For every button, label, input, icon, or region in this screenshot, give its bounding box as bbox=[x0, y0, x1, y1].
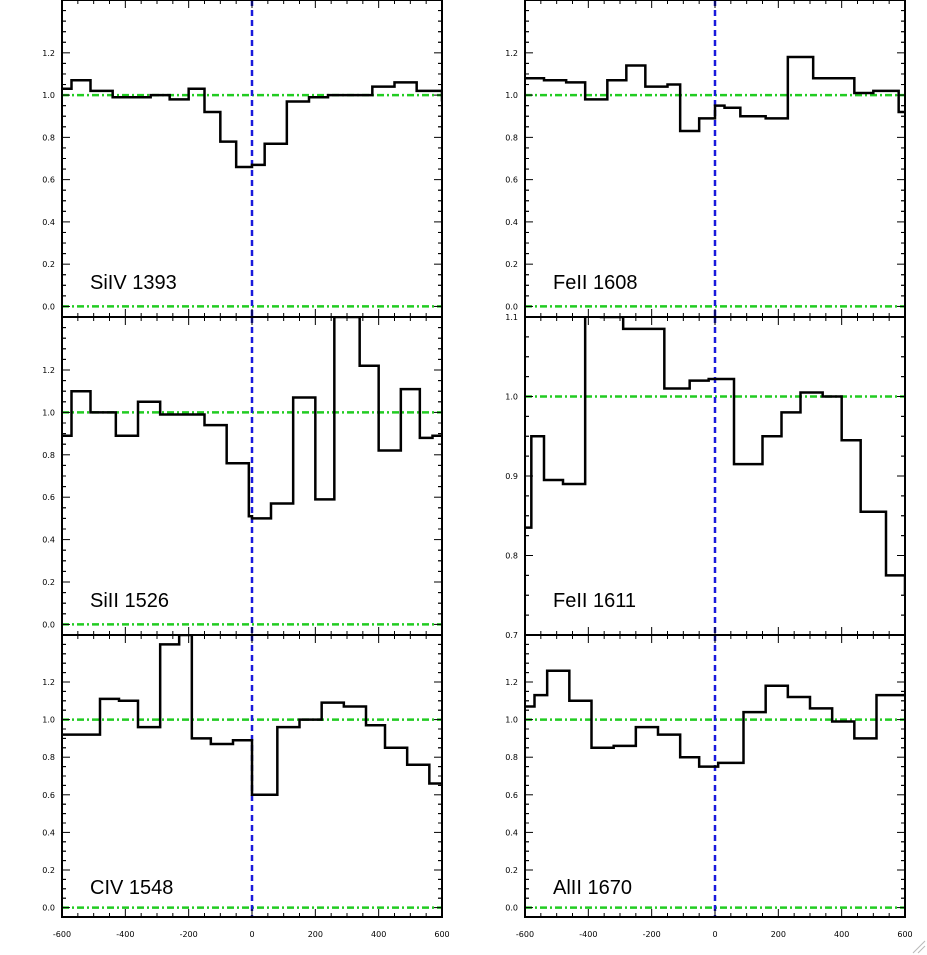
y-tick-label: 0.8 bbox=[42, 753, 55, 762]
x-tick-label: 0 bbox=[712, 930, 717, 939]
x-tick-label: 200 bbox=[308, 930, 323, 939]
x-tick-label: -200 bbox=[180, 930, 198, 939]
y-tick-label: 0.0 bbox=[42, 620, 55, 629]
x-tick-label: 200 bbox=[771, 930, 786, 939]
panel-label: SiIV 1393 bbox=[90, 272, 177, 294]
panel-frame bbox=[524, 634, 906, 918]
y-tick-label: 0.0 bbox=[505, 904, 518, 913]
y-tick-label: 0.4 bbox=[505, 828, 518, 837]
panel-siiv-1393: 0.0 0.2 0.4 0.6 0.8 1.0 1.2 SiIV 1393 bbox=[42, 0, 443, 318]
x-tick-label: 600 bbox=[434, 930, 449, 939]
y-tick-label: 1.0 bbox=[505, 716, 518, 725]
y-tick-label: 0.6 bbox=[505, 791, 518, 800]
x-tick-label: 0 bbox=[249, 930, 254, 939]
x-tick-label: 600 bbox=[897, 930, 912, 939]
panel-alii-1670: 0.0 0.2 0.4 0.6 0.8 1.0 1.2 AlII 1670 bbox=[505, 634, 906, 918]
panel-frame bbox=[524, 0, 906, 318]
y-tick-label: 0.2 bbox=[42, 260, 55, 269]
panel-label: AlII 1670 bbox=[553, 877, 632, 899]
y-tick-label: 1.2 bbox=[42, 49, 55, 58]
x-tick-label: 400 bbox=[834, 930, 849, 939]
y-tick-label: 0.8 bbox=[42, 133, 55, 142]
y-tick-label: 1.2 bbox=[505, 49, 518, 58]
y-tick-label: 1.2 bbox=[505, 678, 518, 687]
panel-label: FeII 1611 bbox=[553, 590, 636, 612]
y-tick-label: 0.7 bbox=[505, 631, 518, 640]
y-tick-label: 0.4 bbox=[505, 218, 518, 227]
y-tick-label: 0.6 bbox=[42, 791, 55, 800]
x-tick-label: -600 bbox=[516, 930, 534, 939]
y-tick-label: 0.2 bbox=[42, 866, 55, 875]
y-tick-label: 0.2 bbox=[42, 578, 55, 587]
y-tick-label: 0.2 bbox=[505, 260, 518, 269]
panel-feii-1611: 0.7 0.8 0.9 1.0 1.1 FeII 1611 bbox=[505, 313, 906, 640]
y-tick-label: 0.6 bbox=[505, 176, 518, 185]
y-tick-label: 1.1 bbox=[505, 313, 518, 322]
spectrum-siiv-1393 bbox=[62, 79, 442, 169]
y-tick-label: 0.8 bbox=[505, 133, 518, 142]
y-tick-label: 1.0 bbox=[42, 716, 55, 725]
y-tick-label: 0.4 bbox=[42, 536, 55, 545]
panel-frame bbox=[61, 0, 443, 318]
y-tick-label: 1.0 bbox=[505, 393, 518, 402]
y-tick-label: 0.4 bbox=[42, 828, 55, 837]
y-tick-label: 0.0 bbox=[42, 904, 55, 913]
panel-civ-1548: 0.0 0.2 0.4 0.6 0.8 1.0 1.2 CIV 1548 bbox=[42, 634, 443, 918]
spectrum-feii-1608 bbox=[525, 55, 905, 133]
resize-grip-icon bbox=[912, 940, 926, 954]
spectrum-civ-1548 bbox=[62, 635, 442, 797]
y-tick-label: 1.0 bbox=[42, 91, 55, 100]
y-tick-label: 0.8 bbox=[505, 753, 518, 762]
y-tick-label: 0.0 bbox=[505, 302, 518, 311]
x-tick-label: -400 bbox=[116, 930, 134, 939]
panel-label: FeII 1608 bbox=[553, 272, 638, 294]
panel-label: SiII 1526 bbox=[90, 590, 169, 612]
y-tick-label: 0.4 bbox=[42, 218, 55, 227]
x-tick-label: 400 bbox=[371, 930, 386, 939]
y-tick-label: 0.2 bbox=[505, 866, 518, 875]
y-tick-label: 0.8 bbox=[505, 552, 518, 561]
panel-label: CIV 1548 bbox=[90, 877, 173, 899]
y-tick-label: 0.8 bbox=[42, 451, 55, 460]
spectrum-feii-1611 bbox=[525, 317, 905, 596]
y-tick-label: 0.9 bbox=[505, 472, 518, 481]
y-tick-label: 1.2 bbox=[42, 678, 55, 687]
spectrum-siii-1526 bbox=[62, 317, 442, 520]
x-tick-label: -400 bbox=[579, 930, 597, 939]
panel-feii-1608: 0.0 0.2 0.4 0.6 0.8 1.0 1.2 FeII 1608 bbox=[505, 0, 906, 318]
y-tick-label: 0.6 bbox=[42, 176, 55, 185]
panel-siii-1526: 0.0 0.2 0.4 0.6 0.8 1.0 1.2 SiII 1526 bbox=[42, 316, 443, 636]
spectrum-alii-1670 bbox=[525, 669, 905, 768]
panel-frame bbox=[61, 634, 443, 918]
y-tick-label: 1.2 bbox=[42, 366, 55, 375]
x-tick-label: -600 bbox=[53, 930, 71, 939]
y-tick-label: 1.0 bbox=[505, 91, 518, 100]
x-tick-label: -200 bbox=[643, 930, 661, 939]
y-tick-label: 0.6 bbox=[42, 493, 55, 502]
y-tick-label: 1.0 bbox=[42, 408, 55, 417]
y-tick-label: 0.0 bbox=[42, 302, 55, 311]
